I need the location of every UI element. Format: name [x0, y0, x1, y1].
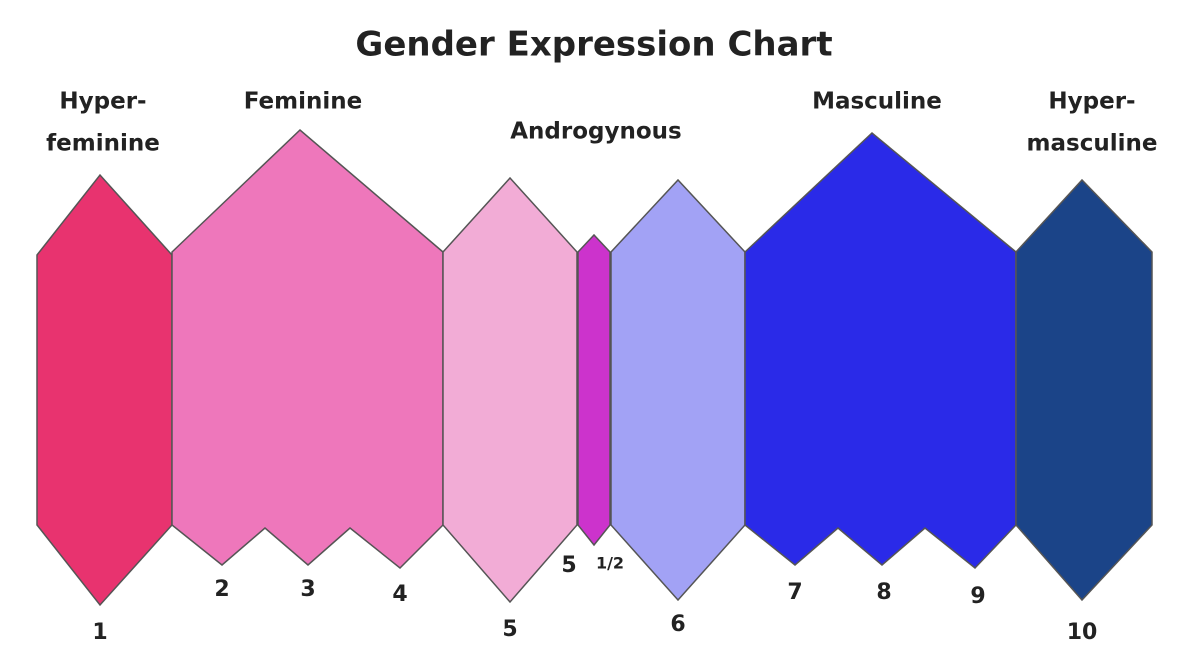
number-label: 6 — [670, 612, 685, 637]
number-label: 5 — [502, 617, 517, 642]
number-label: 9 — [970, 584, 985, 609]
group-label: Hyper- — [59, 89, 146, 115]
number-label: 4 — [392, 582, 407, 607]
group-label: Androgynous — [510, 119, 681, 145]
group-label: Masculine — [812, 89, 942, 115]
group-label: masculine — [1027, 131, 1158, 157]
shape-feminine — [171, 128, 444, 570]
title: Gender Expression Chart — [355, 25, 832, 65]
group-label: Hyper- — [1048, 89, 1135, 115]
number-label: 1/2 — [596, 554, 624, 573]
shape-androgynous-middle — [577, 233, 611, 547]
number-label: 7 — [787, 580, 802, 605]
shape-masculine — [744, 132, 1017, 570]
number-label: 3 — [300, 577, 315, 602]
number-label: 2 — [214, 577, 229, 602]
number-label: 5 — [561, 553, 576, 578]
shape-androgynous-male — [610, 178, 746, 602]
number-label: 10 — [1067, 620, 1098, 645]
shape-hyper-masculine — [1015, 178, 1153, 602]
group-label: Feminine — [244, 89, 362, 115]
number-label: 1 — [92, 620, 107, 645]
number-label: 8 — [876, 580, 891, 605]
group-label: feminine — [46, 131, 160, 157]
shape-androgynous-female — [442, 176, 578, 604]
shape-hyper-feminine — [36, 173, 173, 607]
